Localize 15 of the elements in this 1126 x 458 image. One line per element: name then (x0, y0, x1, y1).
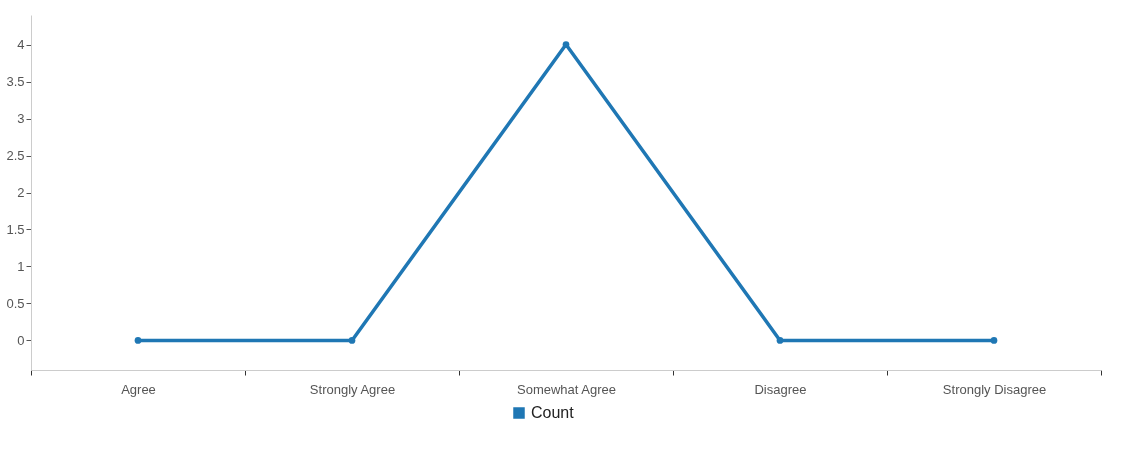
legend-label: Count (531, 404, 575, 421)
y-tick-label: 1 (17, 258, 25, 274)
y-tick-label: 3.5 (6, 74, 25, 90)
x-tick-label: Agree (121, 381, 156, 397)
y-tick-label: 2.5 (6, 148, 25, 164)
y-tick-label: 4 (17, 37, 25, 53)
y-tick-label: 0 (17, 332, 25, 348)
y-tick-label: 0.5 (6, 295, 25, 311)
x-tick-label: Disagree (754, 381, 807, 397)
y-tick-label: 2 (17, 185, 25, 200)
x-tick-label: Strongly Agree (309, 381, 396, 397)
y-tick-label: 1.5 (6, 221, 25, 237)
x-tick-label: Somewhat Agree (516, 381, 617, 397)
x-tick-label: Strongly Disagree (942, 381, 1047, 397)
y-tick-label: 3 (17, 111, 25, 127)
